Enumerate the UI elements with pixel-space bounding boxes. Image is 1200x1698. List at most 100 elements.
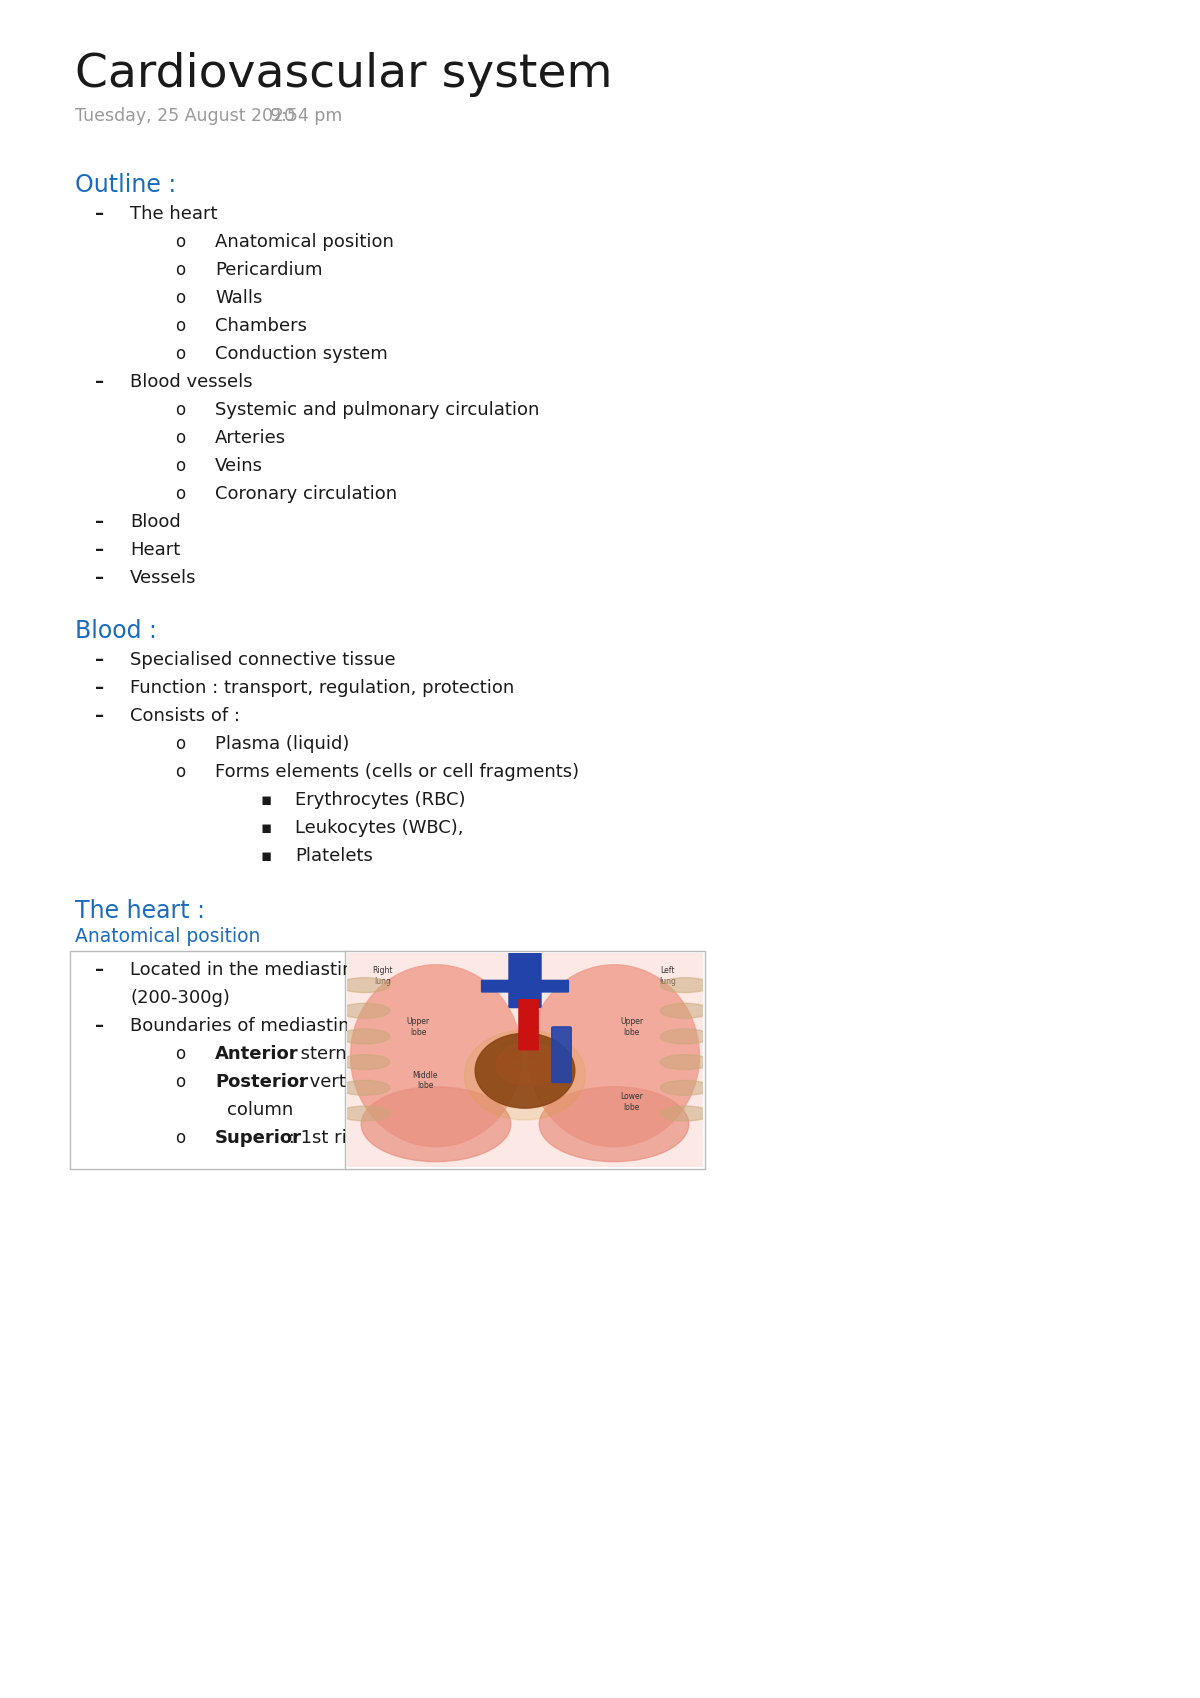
- Text: ▪: ▪: [260, 847, 271, 864]
- Text: Arteries: Arteries: [215, 430, 286, 447]
- Text: Middle: Middle: [413, 1071, 438, 1080]
- Text: o: o: [175, 457, 185, 475]
- Text: Plasma (liquid): Plasma (liquid): [215, 735, 349, 752]
- Text: –: –: [95, 1017, 104, 1036]
- Text: –: –: [95, 706, 104, 725]
- Text: Vessels: Vessels: [130, 569, 197, 588]
- Text: o: o: [175, 261, 185, 278]
- Text: The heart :: The heart :: [74, 898, 205, 924]
- Text: –: –: [95, 205, 104, 222]
- Text: –: –: [95, 374, 104, 391]
- Text: o: o: [175, 289, 185, 307]
- Text: lobe: lobe: [624, 1102, 640, 1112]
- Ellipse shape: [497, 1043, 560, 1085]
- Text: ▪: ▪: [260, 818, 271, 837]
- Text: Anatomical position: Anatomical position: [215, 233, 394, 251]
- Text: Heart: Heart: [130, 542, 180, 559]
- Ellipse shape: [350, 964, 522, 1146]
- Text: Upper: Upper: [620, 1017, 643, 1026]
- Text: Blood :: Blood :: [74, 620, 157, 644]
- Text: o: o: [175, 430, 185, 447]
- Text: Left: Left: [660, 966, 674, 975]
- Text: 9:54 pm: 9:54 pm: [270, 107, 342, 126]
- Text: Cardiovascular system: Cardiovascular system: [74, 53, 612, 97]
- Ellipse shape: [660, 1105, 710, 1121]
- Text: Right: Right: [372, 966, 392, 975]
- Ellipse shape: [660, 978, 710, 993]
- Text: Leukocytes (WBC),: Leukocytes (WBC),: [295, 818, 463, 837]
- FancyBboxPatch shape: [552, 1027, 571, 1082]
- Text: Anatomical position: Anatomical position: [74, 927, 260, 946]
- Text: Outline :: Outline :: [74, 173, 176, 197]
- Ellipse shape: [660, 1029, 710, 1044]
- Ellipse shape: [340, 1004, 390, 1019]
- Text: Pericardium: Pericardium: [215, 261, 323, 278]
- Text: Systemic and pulmonary circulation: Systemic and pulmonary circulation: [215, 401, 539, 419]
- Text: –: –: [95, 961, 104, 980]
- Text: Consists of :: Consists of :: [130, 706, 240, 725]
- Ellipse shape: [340, 1080, 390, 1095]
- Text: : vertebral: : vertebral: [292, 1073, 391, 1092]
- Text: o: o: [175, 735, 185, 752]
- Ellipse shape: [528, 964, 700, 1146]
- Text: –: –: [95, 679, 104, 696]
- Text: Coronary circulation: Coronary circulation: [215, 486, 397, 503]
- Text: Superior: Superior: [215, 1129, 302, 1148]
- Text: –: –: [95, 542, 104, 559]
- Text: Posterior: Posterior: [215, 1073, 308, 1092]
- Text: Specialised connective tissue: Specialised connective tissue: [130, 650, 396, 669]
- Text: Located in the mediastinum: Located in the mediastinum: [130, 961, 383, 980]
- Ellipse shape: [340, 1029, 390, 1044]
- Text: o: o: [175, 1073, 185, 1092]
- Text: Function : transport, regulation, protection: Function : transport, regulation, protec…: [130, 679, 515, 696]
- Text: : sternum: : sternum: [283, 1044, 376, 1063]
- Text: Blood: Blood: [130, 513, 181, 531]
- Ellipse shape: [361, 1087, 511, 1161]
- Ellipse shape: [340, 1054, 390, 1070]
- Text: Blood vessels: Blood vessels: [130, 374, 253, 391]
- Text: o: o: [175, 1044, 185, 1063]
- Text: Anterior: Anterior: [215, 1044, 299, 1063]
- Text: –: –: [95, 513, 104, 531]
- Ellipse shape: [340, 978, 390, 993]
- Ellipse shape: [464, 1031, 586, 1121]
- Text: lung: lung: [374, 976, 391, 985]
- Ellipse shape: [660, 1004, 710, 1019]
- Text: : 1st rib: : 1st rib: [283, 1129, 359, 1148]
- Text: Walls: Walls: [215, 289, 263, 307]
- Text: o: o: [175, 345, 185, 363]
- Text: o: o: [175, 486, 185, 503]
- Text: Lower: Lower: [620, 1092, 643, 1100]
- Ellipse shape: [340, 1105, 390, 1121]
- Text: o: o: [175, 401, 185, 419]
- Text: column: column: [227, 1100, 293, 1119]
- Text: Veins: Veins: [215, 457, 263, 475]
- Text: o: o: [175, 318, 185, 335]
- Text: Forms elements (cells or cell fragments): Forms elements (cells or cell fragments): [215, 762, 580, 781]
- Text: lobe: lobe: [410, 1027, 426, 1037]
- Text: The heart: The heart: [130, 205, 217, 222]
- Text: o: o: [175, 762, 185, 781]
- Ellipse shape: [475, 1034, 575, 1109]
- Ellipse shape: [539, 1087, 689, 1161]
- Text: Platelets: Platelets: [295, 847, 373, 864]
- FancyBboxPatch shape: [518, 1000, 538, 1049]
- Text: –: –: [95, 569, 104, 588]
- Text: Upper: Upper: [407, 1017, 430, 1026]
- FancyBboxPatch shape: [532, 980, 569, 992]
- Text: –: –: [95, 650, 104, 669]
- FancyBboxPatch shape: [481, 980, 518, 992]
- Text: lobe: lobe: [418, 1082, 433, 1090]
- Ellipse shape: [660, 1080, 710, 1095]
- Text: ▪: ▪: [260, 791, 271, 808]
- Text: o: o: [175, 1129, 185, 1148]
- Text: lung: lung: [659, 976, 676, 985]
- Text: Conduction system: Conduction system: [215, 345, 388, 363]
- FancyBboxPatch shape: [509, 953, 541, 1007]
- Text: Heart: Heart: [512, 1060, 538, 1068]
- Ellipse shape: [660, 1054, 710, 1070]
- Text: Boundaries of mediastinum :: Boundaries of mediastinum :: [130, 1017, 390, 1036]
- Text: Chambers: Chambers: [215, 318, 307, 335]
- Text: o: o: [175, 233, 185, 251]
- Text: Erythrocytes (RBC): Erythrocytes (RBC): [295, 791, 466, 808]
